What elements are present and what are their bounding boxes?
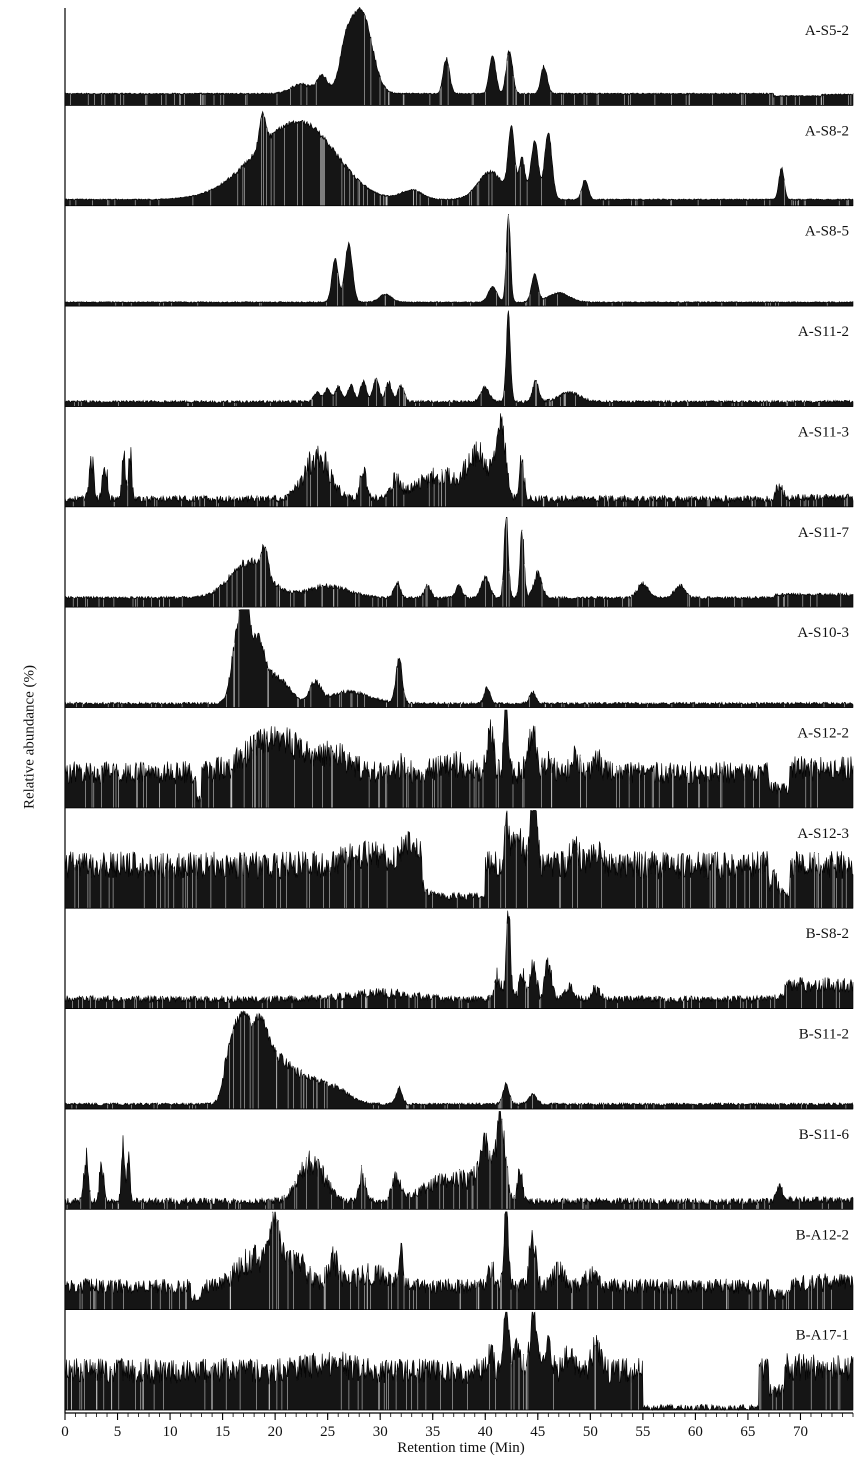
series-label: B-S11-6 (799, 1127, 850, 1143)
trace-b-s11-6 (64, 1111, 854, 1210)
series-label: B-S8-2 (806, 926, 849, 942)
series-label: A-S11-7 (798, 525, 850, 541)
series-label: A-S12-3 (797, 826, 849, 842)
trace-a-s5-2 (64, 7, 854, 106)
series-label: A-S5-2 (805, 23, 849, 39)
trace-hatching (72, 923, 840, 1009)
trace-hatching (78, 215, 828, 307)
series-label: A-S12-2 (797, 726, 849, 742)
trace-hatching (67, 1346, 841, 1410)
x-tick-label: 20 (268, 1424, 283, 1440)
trace-a-s11-2 (64, 310, 854, 407)
trace-hatching (74, 825, 847, 909)
trace-hatching (79, 1212, 832, 1310)
x-axis-label: Retention time (Min) (397, 1440, 525, 1456)
trace-b-a17-1 (64, 1311, 854, 1412)
x-tick-label: 35 (425, 1424, 440, 1440)
x-tick-label: 0 (61, 1424, 69, 1440)
trace-hatching (72, 518, 842, 608)
series-label: B-A17-1 (796, 1328, 849, 1344)
x-tick-label: 55 (635, 1424, 650, 1440)
series-label: A-S8-2 (805, 123, 849, 139)
series-label: A-S11-2 (798, 324, 849, 340)
x-tick-label: 5 (114, 1424, 122, 1440)
x-tick-label: 60 (688, 1424, 703, 1440)
series-label: B-S11-2 (799, 1027, 849, 1043)
trace-a-s8-2 (64, 110, 854, 207)
trace-hatching (70, 15, 852, 106)
trace-hatching (66, 1119, 843, 1210)
series-label: A-S8-5 (805, 224, 849, 240)
trace-b-a12-2 (64, 1211, 854, 1310)
x-tick-label: 65 (740, 1424, 755, 1440)
x-tick-label: 15 (215, 1424, 230, 1440)
trace-hatching (85, 735, 818, 808)
x-tick-label: 45 (530, 1424, 545, 1440)
trace-a-s11-3 (64, 413, 854, 508)
trace-hatching (69, 115, 849, 206)
series-label: B-A12-2 (796, 1227, 849, 1243)
trace-hatching (74, 378, 820, 407)
trace-a-s12-2 (64, 709, 854, 809)
x-tick-label: 70 (793, 1424, 808, 1440)
x-tick-label: 30 (373, 1424, 388, 1440)
trace-b-s11-2 (64, 1010, 854, 1110)
x-tick-label: 10 (163, 1424, 178, 1440)
series-label: A-S11-3 (798, 424, 849, 440)
x-tick-label: 40 (478, 1424, 493, 1440)
trace-hatching (71, 1015, 847, 1109)
trace-a-s8-5 (64, 213, 854, 307)
trace-b-s8-2 (64, 910, 854, 1009)
x-tick-label: 25 (320, 1424, 335, 1440)
trace-a-s11-7 (64, 516, 854, 608)
trace-hatching (76, 610, 845, 708)
series-label: A-S10-3 (797, 625, 849, 641)
trace-a-s10-3 (64, 609, 854, 708)
trace-hatching (72, 459, 848, 507)
x-tick-label: 50 (583, 1424, 598, 1440)
